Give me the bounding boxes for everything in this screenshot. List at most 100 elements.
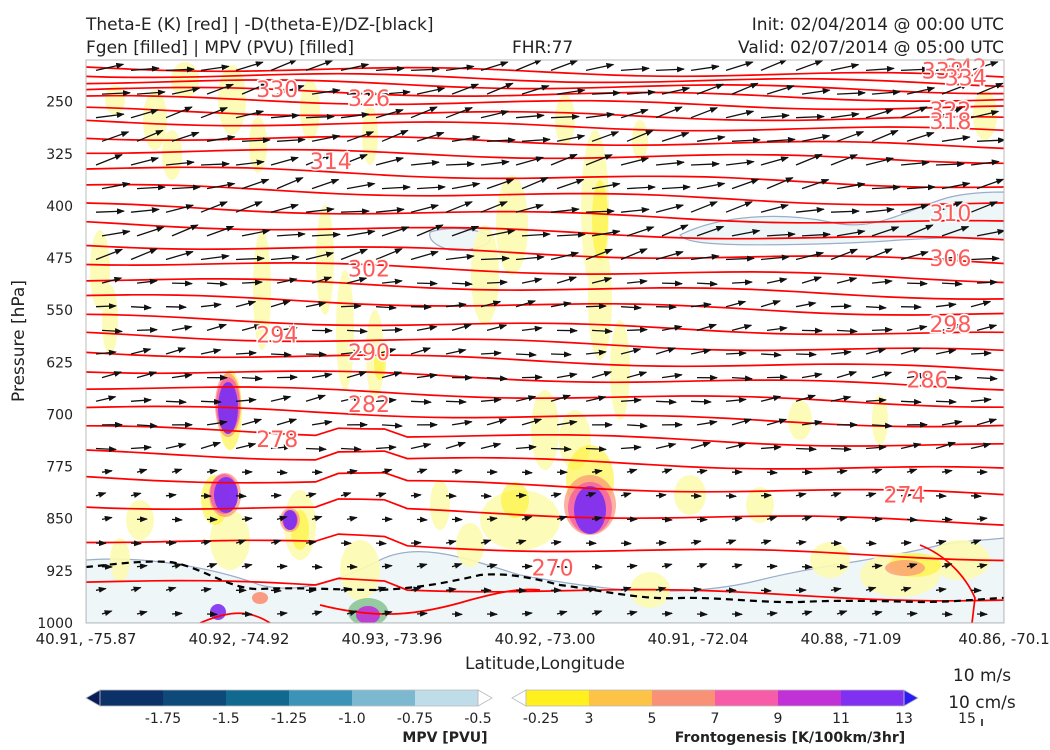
wind-vector	[521, 515, 533, 522]
wind-vector	[591, 276, 613, 284]
wind-vector	[585, 111, 615, 119]
wind-vector	[970, 442, 992, 450]
wind-vector	[795, 492, 807, 499]
frontogenesis-fill	[249, 117, 267, 173]
wind-vector	[521, 136, 551, 143]
wind-vector	[235, 442, 257, 450]
wind-vector	[165, 159, 195, 166]
y-tick-label: 1000	[37, 616, 73, 632]
wind-vector	[305, 492, 317, 499]
wind-vector	[101, 131, 130, 142]
wind-vector	[941, 611, 953, 618]
wind-vector	[836, 328, 858, 335]
wind-vector	[935, 441, 957, 450]
wind-vector	[270, 60, 298, 71]
wind-vector	[171, 610, 183, 617]
wind-vector	[836, 468, 848, 475]
theta-e-isentrope	[86, 66, 1004, 78]
wind-vector	[830, 154, 859, 166]
wind-vector	[311, 419, 333, 426]
wind-vector	[305, 351, 327, 358]
wind-vector	[346, 181, 376, 190]
wind-vector	[906, 610, 918, 617]
wind-vector	[900, 106, 928, 119]
wind-vector	[130, 304, 152, 311]
wind-vector	[515, 395, 537, 402]
wind-vector	[340, 153, 368, 166]
wind-vector	[276, 277, 298, 284]
wind-vector	[171, 516, 183, 523]
frontogenesis-fill	[430, 480, 450, 530]
theta-e-label: 322	[929, 99, 971, 124]
wind-vector	[865, 540, 877, 547]
colorbar-tick-label: 5	[648, 711, 657, 727]
wind-vector	[521, 469, 533, 476]
wind-vector	[690, 64, 720, 72]
frontogenesis-fill	[592, 180, 608, 260]
theta-e-label: 338	[922, 59, 964, 84]
colorbar-segment	[778, 690, 842, 706]
wind-vector	[970, 159, 1000, 166]
wind-vector	[830, 303, 852, 310]
mpv-colorbar: -1.75 -1.5 -1.25 -1.0 -0.75 -0.5 -0.25	[85, 689, 559, 727]
wind-vector	[416, 516, 428, 523]
wind-vector	[795, 153, 823, 166]
wind-vector	[165, 106, 193, 119]
wind-vector	[865, 156, 895, 166]
wind-vector	[521, 325, 543, 332]
forecast-hour: FHR:77	[512, 38, 574, 58]
theta-e-label: 318	[929, 110, 971, 135]
wind-vector	[340, 492, 352, 498]
wind-vector	[410, 586, 422, 593]
wind-vector	[486, 82, 514, 95]
chart-title-line1: Theta-E (K) [red] | -D(theta-E)/DZ-[blac…	[86, 15, 434, 35]
wind-vector	[836, 229, 866, 237]
theta-e-isentrope	[86, 86, 1004, 102]
theta-e-label: 278	[256, 428, 298, 453]
wind-vector	[690, 539, 702, 546]
wind-vector	[171, 280, 193, 287]
wind-vector	[235, 539, 247, 546]
wind-vector	[766, 610, 778, 617]
wind-vector	[206, 225, 235, 237]
wind-vector	[311, 610, 323, 617]
wind-vector	[900, 398, 922, 405]
wind-vector	[480, 397, 502, 404]
wind-vector	[906, 372, 928, 379]
wind-vector	[416, 131, 445, 142]
frontogenesis-fill	[746, 487, 774, 523]
wind-vector	[171, 131, 200, 142]
wind-vector	[346, 515, 358, 522]
y-tick-label: 625	[46, 355, 73, 371]
wind-vector	[276, 469, 288, 476]
wind-vector	[766, 563, 778, 570]
wind-vector	[451, 225, 480, 237]
wind-vector	[171, 468, 183, 475]
wind-vector	[871, 184, 901, 191]
wind-vector	[626, 371, 648, 379]
wind-vector	[515, 112, 545, 119]
wind-vector	[276, 136, 306, 143]
colorbar-segment	[589, 690, 653, 706]
wind-vector	[486, 178, 515, 190]
wind-vector	[130, 65, 160, 72]
wind-vector	[95, 112, 125, 119]
wind-vector	[550, 446, 572, 453]
wind-vector	[655, 106, 683, 119]
theta-e-label: 330	[256, 78, 298, 103]
wind-vector	[270, 395, 292, 402]
wind-vector	[795, 251, 825, 261]
wind-vector	[480, 159, 510, 166]
wind-vector	[591, 181, 621, 190]
colorbar-tick-label: 9	[774, 711, 783, 727]
wind-vector	[900, 66, 930, 73]
wind-vector	[270, 351, 292, 358]
wind-vector	[550, 492, 562, 499]
wind-vector	[171, 184, 201, 191]
wind-vector	[340, 208, 370, 215]
wind-vector	[346, 276, 368, 284]
wind-vector	[381, 563, 393, 570]
wind-vector	[340, 303, 362, 310]
theta-e-isentrope	[86, 424, 1004, 447]
wind-vector	[445, 539, 457, 546]
